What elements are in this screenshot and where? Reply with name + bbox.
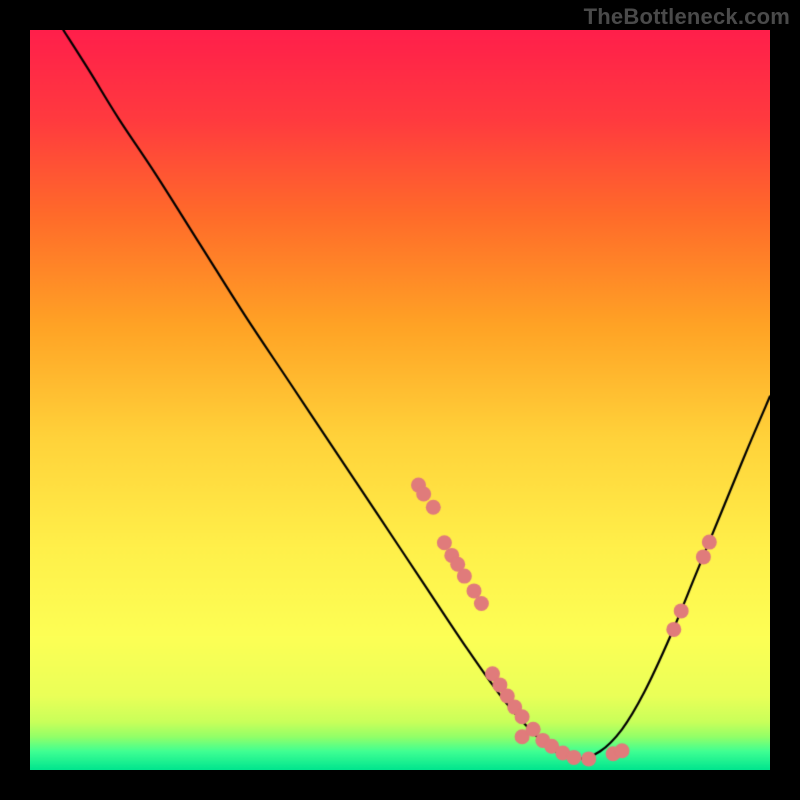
chart-frame: TheBottleneck.com — [0, 0, 800, 800]
bottleneck-curve-canvas — [30, 30, 770, 770]
watermark-label: TheBottleneck.com — [584, 4, 790, 30]
plot-area — [30, 30, 770, 770]
